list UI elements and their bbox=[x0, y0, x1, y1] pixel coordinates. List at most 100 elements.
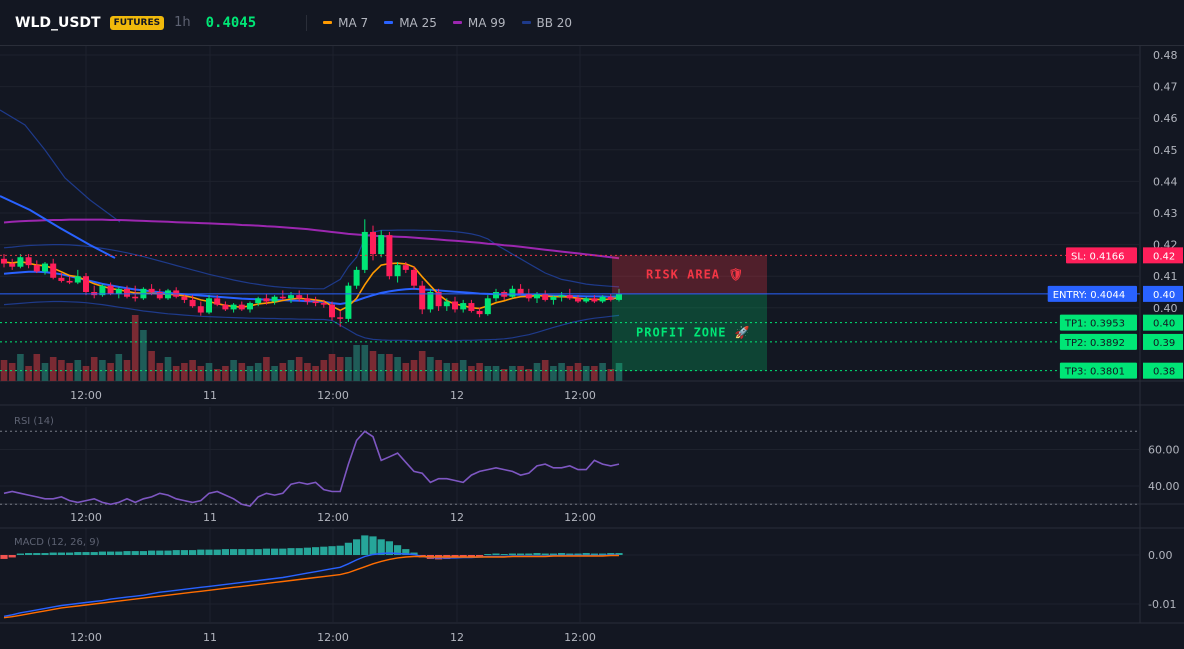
price-tick-label: 0.47 bbox=[1153, 81, 1178, 94]
macd-histogram-bar bbox=[344, 542, 352, 555]
level-tag-text-tp2: TP2: 0.3892 bbox=[1064, 338, 1125, 349]
volume-bar bbox=[156, 363, 164, 381]
candle-body bbox=[148, 288, 155, 292]
volume-bar bbox=[435, 360, 442, 381]
macd-histogram-bar bbox=[246, 549, 254, 555]
candle-body bbox=[558, 295, 565, 297]
macd-histogram-bar bbox=[402, 549, 410, 555]
symbol-name[interactable]: WLD_USDT bbox=[15, 14, 101, 31]
volume-bar bbox=[525, 369, 533, 381]
candle-body bbox=[247, 303, 253, 310]
macd-histogram-bar bbox=[369, 536, 377, 555]
macd-title: MACD (12, 26, 9) bbox=[14, 537, 100, 548]
candle-body bbox=[435, 292, 442, 307]
candle-body bbox=[402, 265, 409, 270]
volume-bar bbox=[66, 363, 73, 381]
volume-bar bbox=[353, 345, 360, 381]
ma25-tail bbox=[0, 195, 116, 259]
price-tick-label: 0.43 bbox=[1153, 207, 1178, 220]
macd-histogram-bar bbox=[410, 552, 418, 555]
candle-body bbox=[460, 303, 467, 310]
candle-body bbox=[66, 280, 73, 283]
macd-histogram-bar bbox=[295, 548, 303, 555]
time-tick-label: 12 bbox=[450, 389, 464, 402]
macd-histogram-bar bbox=[57, 552, 65, 555]
price-tick-label: 0.41 bbox=[1153, 270, 1178, 283]
candle-body bbox=[206, 298, 212, 313]
volume-bar bbox=[99, 360, 106, 381]
macd-histogram-bar bbox=[517, 553, 525, 555]
volume-bar bbox=[328, 354, 336, 381]
macd-histogram-bar bbox=[615, 553, 623, 555]
risk-zone-label: RISK AREA 🛡 bbox=[646, 268, 744, 282]
volume-bar bbox=[304, 363, 311, 381]
macd-histogram-bar bbox=[131, 551, 139, 555]
candle-body bbox=[476, 310, 483, 315]
macd-histogram-bar bbox=[500, 554, 508, 556]
candle-body bbox=[616, 293, 622, 300]
legend-item-ma-25[interactable]: MA 25 bbox=[384, 16, 437, 30]
candle-body bbox=[329, 304, 335, 318]
level-axis-tag-tp2 bbox=[1143, 333, 1183, 350]
volume-bar bbox=[459, 360, 467, 381]
volume-bar bbox=[271, 366, 278, 381]
volume-bar bbox=[197, 366, 205, 381]
candle-body bbox=[550, 296, 557, 300]
volume-bar bbox=[213, 369, 221, 381]
level-tag-sl bbox=[1066, 247, 1137, 264]
volume-bar bbox=[279, 363, 287, 381]
macd-histogram-bar bbox=[66, 552, 74, 555]
volume-bar bbox=[574, 363, 582, 381]
macd-histogram-bar bbox=[148, 550, 156, 555]
macd-histogram-bar bbox=[189, 550, 197, 555]
timeframe-label[interactable]: 1h bbox=[174, 15, 191, 30]
rsi-pane: 60.00 40.00 RSI (14) bbox=[0, 416, 1180, 507]
macd-histogram-bar bbox=[599, 553, 607, 555]
level-axis-text-tp1: 0.40 bbox=[1153, 319, 1175, 330]
volume-bar bbox=[320, 360, 328, 381]
level-axis-text-entry: 0.40 bbox=[1153, 290, 1175, 301]
legend-item-ma-99[interactable]: MA 99 bbox=[452, 16, 506, 30]
macd-histogram-bar bbox=[353, 539, 361, 555]
time-tick-label: 12:00 bbox=[564, 511, 596, 524]
macd-histogram-bar bbox=[41, 553, 49, 555]
volume-bar bbox=[566, 366, 574, 381]
candle-body bbox=[288, 295, 294, 299]
volume-bar bbox=[295, 357, 303, 381]
level-tag-tp3 bbox=[1059, 362, 1137, 379]
macd-histogram-bar bbox=[394, 545, 402, 555]
rsi-tick-label: 60.00 bbox=[1148, 444, 1180, 457]
macd-histogram-bar bbox=[476, 555, 484, 557]
candle-body bbox=[370, 231, 376, 255]
candle-body bbox=[107, 285, 114, 294]
level-axis-text-tp3: 0.38 bbox=[1153, 367, 1175, 378]
volume-bar bbox=[263, 357, 270, 381]
time-tick-label: 12:00 bbox=[70, 631, 102, 644]
volume-bar bbox=[222, 366, 229, 381]
candle-body bbox=[271, 296, 278, 302]
legend-swatch bbox=[521, 21, 531, 24]
candle-body bbox=[575, 298, 581, 302]
legend-item-bb-20[interactable]: BB 20 bbox=[521, 16, 572, 30]
macd-line bbox=[3, 552, 619, 617]
macd-tick-label: -0.01 bbox=[1148, 598, 1176, 611]
volume-bar bbox=[17, 354, 24, 381]
volume-bar bbox=[599, 363, 606, 381]
macd-histogram-bar bbox=[377, 539, 385, 555]
macd-histogram-bar bbox=[467, 555, 475, 558]
volume-bar bbox=[25, 366, 32, 381]
candle-body bbox=[591, 298, 598, 302]
legend-item-ma-7[interactable]: MA 7 bbox=[323, 16, 368, 30]
risk-zone bbox=[612, 255, 767, 294]
candle-body bbox=[1, 258, 7, 264]
volume-bar bbox=[33, 354, 41, 381]
macd-histogram-bar bbox=[566, 553, 574, 555]
candle-body bbox=[42, 263, 48, 272]
macd-histogram-bar bbox=[123, 551, 131, 555]
macd-histogram-bar bbox=[238, 549, 246, 555]
candle-body bbox=[197, 306, 204, 313]
level-axis-tag-entry bbox=[1143, 285, 1183, 302]
macd-histogram-bar bbox=[271, 548, 279, 555]
candle-body bbox=[378, 235, 385, 255]
